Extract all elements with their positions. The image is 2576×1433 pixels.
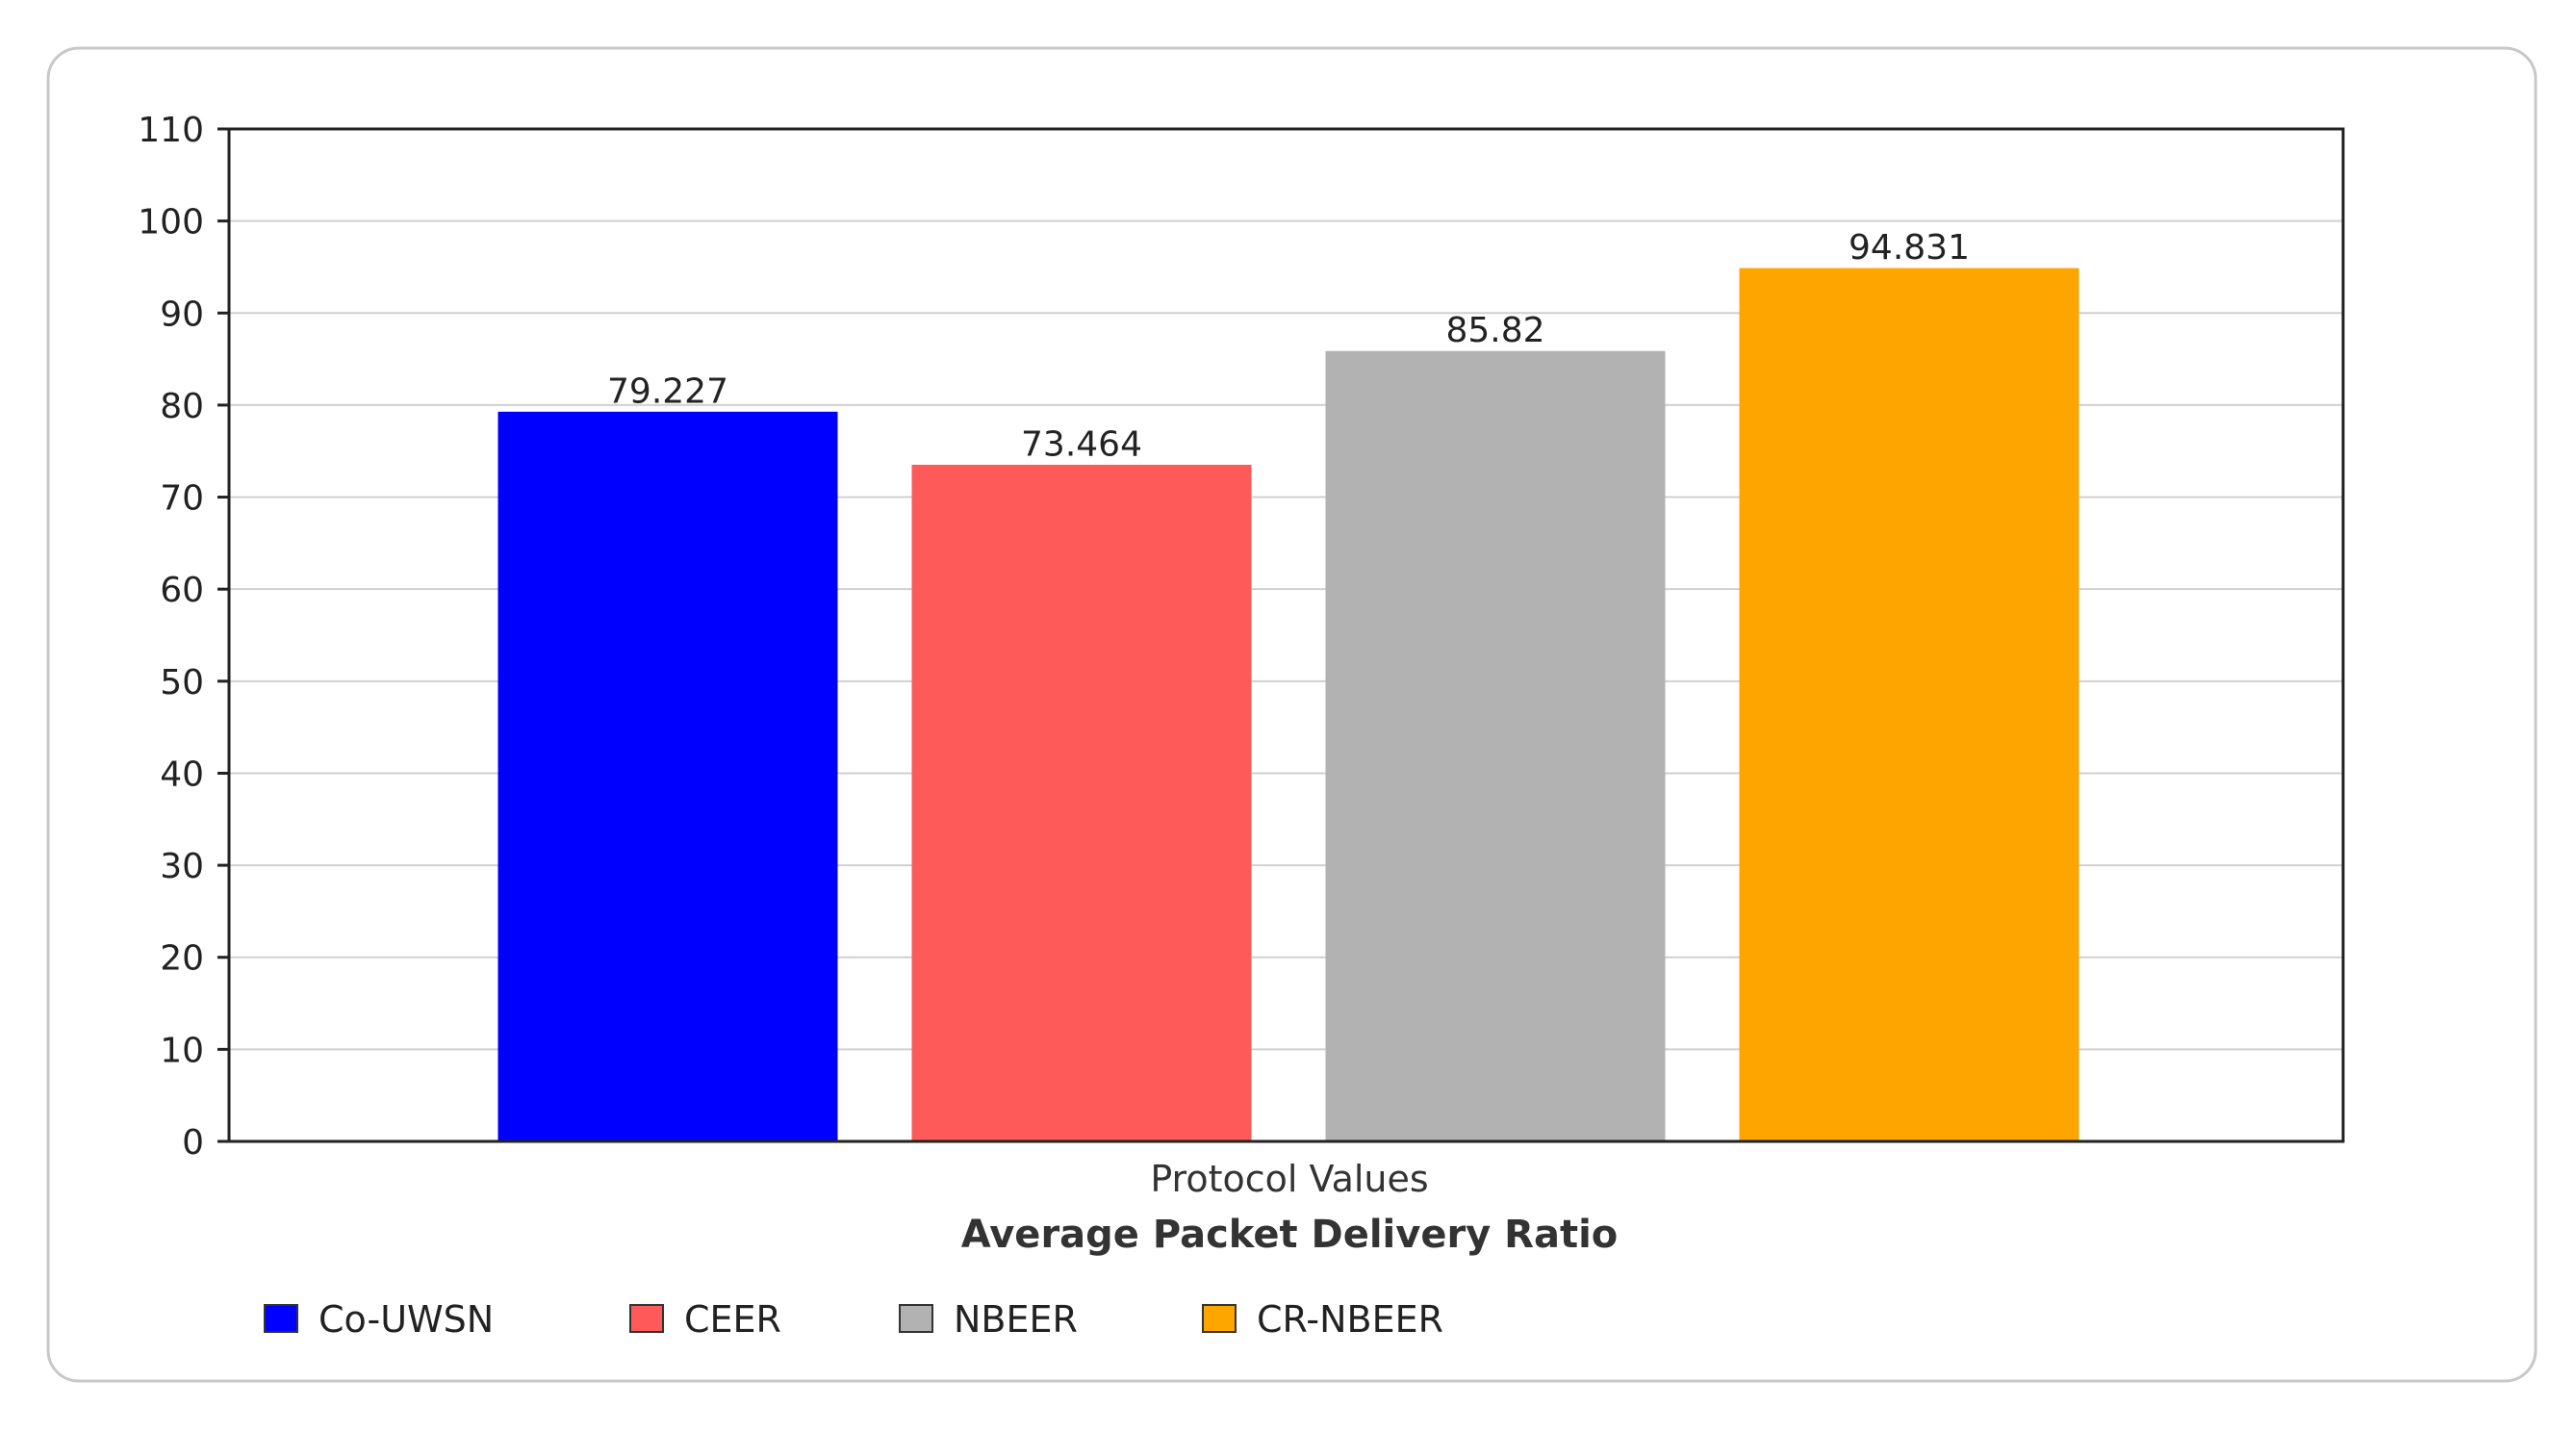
bar-value-label: 85.82 xyxy=(1445,311,1544,350)
bar-value-labels: 79.227 73.464 85.82 94.831 xyxy=(607,228,1970,464)
y-tick-label: 40 xyxy=(160,755,204,794)
bar-value-label: 79.227 xyxy=(607,371,728,411)
legend-label: CEER xyxy=(684,1298,781,1341)
y-tick-label: 0 xyxy=(182,1123,204,1163)
y-tick-label: 80 xyxy=(160,387,204,426)
legend-swatch xyxy=(629,1304,664,1333)
legend-label: NBEER xyxy=(954,1298,1078,1341)
legend-label: CR-NBEER xyxy=(1257,1298,1443,1341)
y-tick-label: 30 xyxy=(160,847,204,886)
y-tick-label: 100 xyxy=(138,203,204,243)
y-tick-label: 110 xyxy=(138,111,204,150)
bar-value-label: 73.464 xyxy=(1021,424,1142,464)
legend: Co-UWSN CEER NBEER CR-NBEER xyxy=(264,1298,1443,1341)
y-tick-label: 60 xyxy=(160,571,204,610)
y-tick-label: 70 xyxy=(160,479,204,519)
bar xyxy=(911,464,1252,1142)
y-tick-label: 90 xyxy=(160,294,204,334)
bars xyxy=(497,268,2079,1142)
plot-area xyxy=(227,127,2345,1143)
legend-swatch xyxy=(1202,1304,1237,1333)
legend-label: Co-UWSN xyxy=(319,1298,494,1341)
chart-title: Average Packet Delivery Ratio xyxy=(961,1213,1619,1257)
bar-value-label: 94.831 xyxy=(1849,228,1970,268)
y-axis-ticks: 0 10 20 30 40 50 60 70 80 90 100 110 xyxy=(138,111,229,1163)
legend-swatch xyxy=(899,1304,933,1333)
bar xyxy=(1325,350,1666,1142)
x-axis-label: Protocol Values xyxy=(1150,1158,1428,1200)
y-tick-label: 10 xyxy=(160,1031,204,1070)
y-tick-label: 50 xyxy=(160,663,204,703)
bar xyxy=(497,411,838,1142)
y-tick-label: 20 xyxy=(160,939,204,979)
bar xyxy=(1739,268,2079,1142)
legend-swatch xyxy=(264,1304,298,1333)
